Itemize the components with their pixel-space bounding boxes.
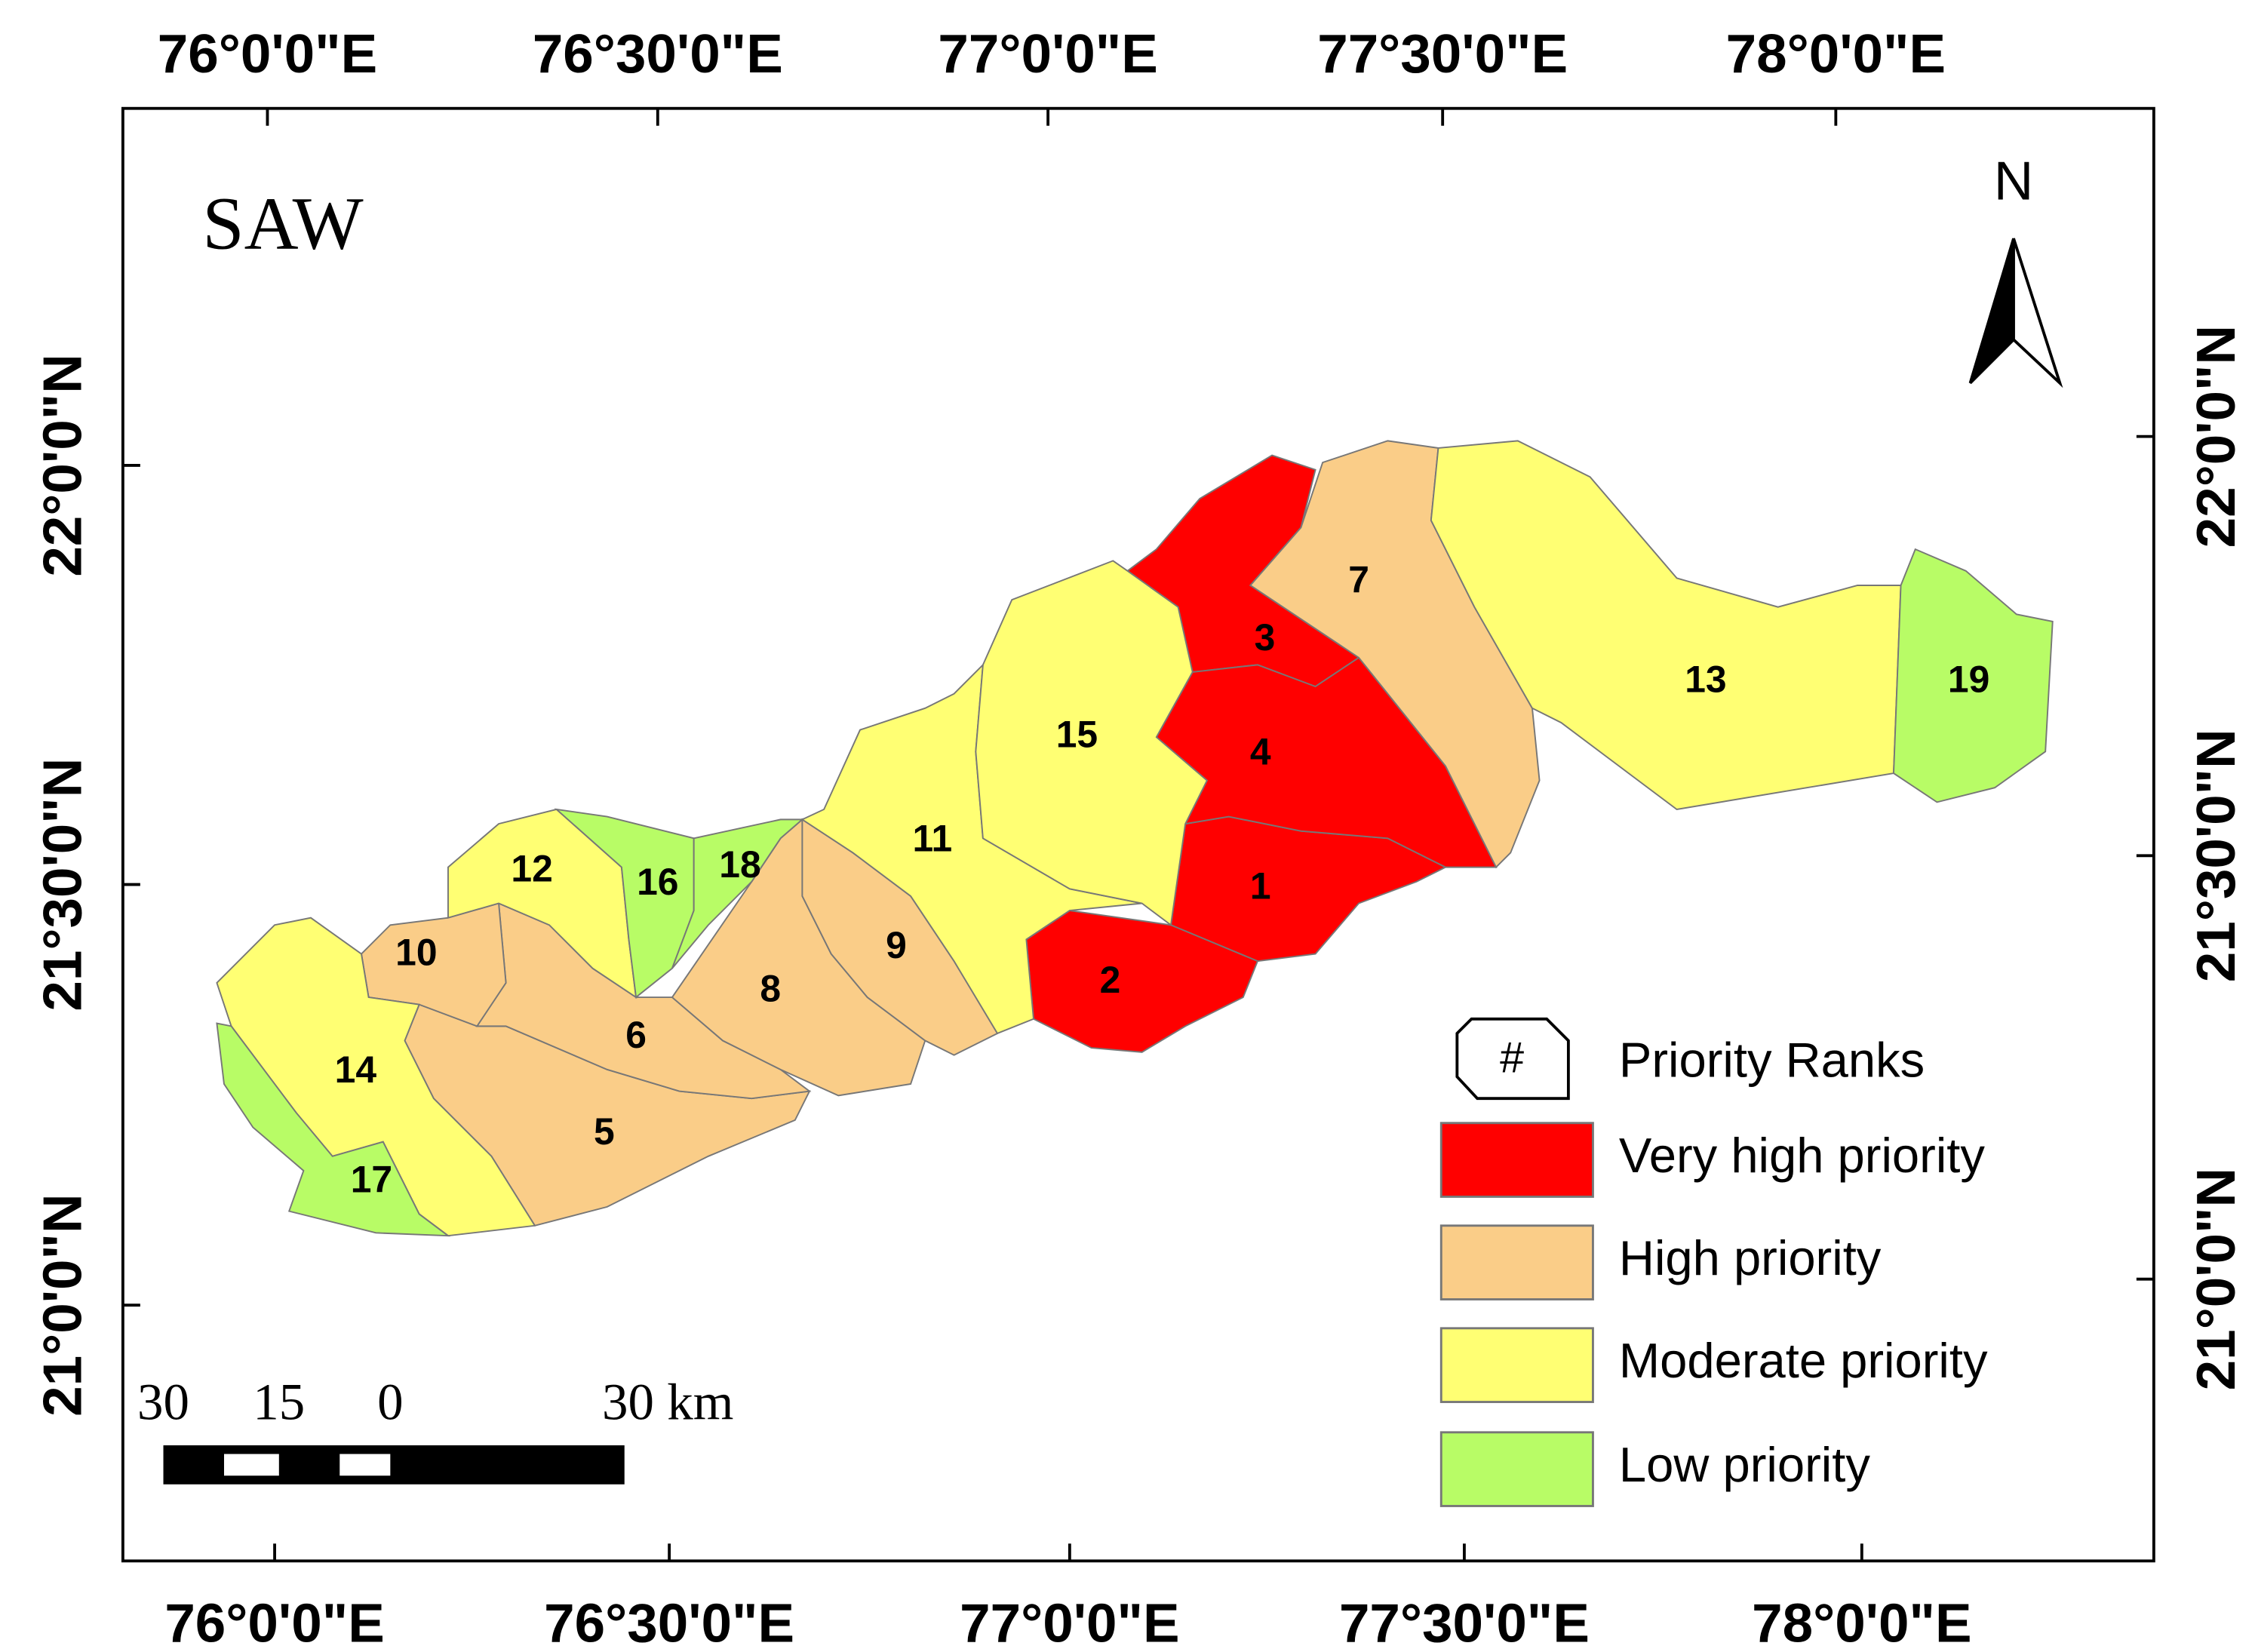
scale-label: 0 (377, 1374, 403, 1431)
subbasin-label: 4 (1250, 730, 1271, 772)
scale-label: 30 (137, 1374, 189, 1431)
subbasin-label: 19 (1948, 659, 1989, 701)
subbasin-label: 6 (625, 1014, 647, 1056)
subbasin-label: 8 (760, 968, 781, 1010)
graticule-label: 76°0'0"E (158, 23, 377, 84)
legend-swatch (1439, 1327, 1594, 1403)
graticule-label: 22°0'0"N (32, 354, 93, 576)
subbasin (1430, 440, 1902, 810)
scale-bar-segment (223, 1454, 279, 1476)
subbasin-label: 12 (511, 848, 552, 890)
subbasin (671, 818, 804, 969)
subbasin-label: 5 (594, 1110, 615, 1153)
scale-label: 30 km (602, 1374, 733, 1431)
subbasin-label: 16 (637, 861, 678, 903)
subbasin-label: 10 (395, 932, 437, 974)
subbasin-label: 1 (1250, 865, 1271, 907)
scale-bar-segment (339, 1454, 391, 1476)
subbasin-label: 7 (1348, 558, 1369, 600)
subbasin (800, 662, 1142, 1035)
graticule-label: 21°0'0"N (2186, 1168, 2247, 1390)
graticule-label: 77°0'0"E (938, 23, 1157, 84)
graticule-label: 22°0'0"N (2186, 325, 2247, 548)
graticule-label: 76°30'0"E (533, 23, 783, 84)
north-arrow (2012, 238, 2063, 388)
subbasin-label: 17 (351, 1158, 392, 1200)
subbasin-label: 15 (1056, 713, 1098, 755)
graticule-label: 21°0'0"N (32, 1193, 93, 1416)
legend-label: High priority (1619, 1230, 1882, 1285)
legend-label: Low priority (1619, 1437, 1870, 1492)
subbasin (1025, 910, 1259, 1053)
legend-symbol: # (1500, 1034, 1524, 1082)
subbasin-label: 18 (719, 843, 760, 886)
subbasin-label: 3 (1255, 616, 1276, 659)
north-label: N (1994, 150, 2034, 211)
legend-swatch (1439, 1122, 1594, 1198)
graticule-label: 21°30'0"N (32, 758, 93, 1012)
graticule-label: 76°0'0"E (164, 1593, 384, 1652)
legend-symbol-box (1455, 1017, 1570, 1101)
map-title: SAW (202, 182, 363, 266)
subbasin (1893, 548, 2054, 803)
graticule-label: 76°30'0"E (544, 1593, 794, 1652)
subbasin-label: 13 (1685, 659, 1726, 701)
legend-label: Very high priority (1619, 1128, 1985, 1183)
graticule-label: 78°0'0"E (1726, 23, 1946, 84)
subbasin (975, 560, 1209, 926)
legend-swatch (1439, 1431, 1594, 1507)
subbasin-label: 14 (335, 1049, 377, 1091)
graticule-label: 78°0'0"E (1752, 1593, 1971, 1652)
legend-swatch (1439, 1224, 1594, 1300)
graticule-label: 77°0'0"E (960, 1593, 1179, 1652)
legend-title: Priority Ranks (1619, 1032, 1925, 1087)
subbasin-label: 2 (1100, 959, 1121, 1001)
subbasin (1155, 656, 1498, 868)
subbasin-label: 11 (913, 817, 953, 859)
subbasins (216, 440, 2054, 1237)
subbasin-label: 9 (886, 924, 907, 966)
scale-bar (163, 1445, 625, 1485)
subbasin (216, 1022, 451, 1237)
graticule-label: 77°30'0"E (1339, 1593, 1590, 1652)
scale-label: 15 (253, 1374, 305, 1431)
legend-label: Moderate priority (1619, 1333, 1988, 1388)
graticule-label: 77°30'0"E (1317, 23, 1568, 84)
graticule-label: 21°30'0"N (2186, 729, 2247, 982)
